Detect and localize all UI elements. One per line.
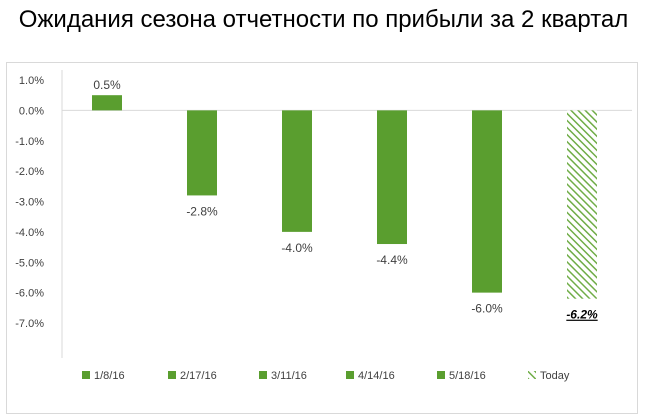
bar-1-8-16 — [92, 95, 122, 111]
legend-label: 2/17/16 — [180, 370, 217, 382]
data-labels: 0.5% -2.8% -4.0% -4.4% -6.0% -6.2% — [93, 78, 598, 322]
y-tick-label: -4.0% — [15, 227, 44, 239]
y-tick-label: -3.0% — [15, 197, 44, 209]
legend-swatch — [528, 371, 536, 379]
legend-label: 4/14/16 — [358, 370, 395, 382]
data-label: -6.2% — [566, 308, 598, 322]
bars — [92, 95, 597, 299]
y-tick-label: -2.0% — [15, 166, 44, 178]
y-tick-label: -1.0% — [15, 136, 44, 148]
bar-3-11-16 — [282, 110, 312, 232]
y-tick-label: -6.0% — [15, 288, 44, 300]
legend-label: 1/8/16 — [94, 370, 125, 382]
data-label: -2.8% — [186, 204, 218, 218]
legend-swatch — [437, 371, 445, 379]
legend-swatch — [168, 371, 176, 379]
legend-swatch — [82, 371, 90, 379]
chart-title: Ожидания сезона отчетности по прибыли за… — [18, 6, 629, 33]
bar-5-18-16 — [472, 110, 502, 293]
legend-label: 5/18/16 — [449, 370, 486, 382]
legend-label: 3/11/16 — [271, 370, 307, 382]
legend-swatch — [259, 371, 267, 379]
legend: 1/8/16 2/17/16 3/11/16 4/14/16 5/18/16 Today — [82, 370, 570, 382]
data-label: 0.5% — [93, 78, 121, 92]
data-label: -4.0% — [281, 241, 313, 255]
bar-4-14-16 — [377, 110, 407, 245]
y-tick-label: -5.0% — [15, 257, 44, 269]
data-label: -6.0% — [471, 302, 503, 316]
data-label: -4.4% — [376, 253, 408, 267]
y-tick-label: 1.0% — [19, 75, 44, 87]
bar-today — [567, 110, 597, 299]
y-tick-label: 0.0% — [19, 105, 44, 117]
bar-2-17-16 — [187, 110, 217, 196]
y-tick-label: -7.0% — [15, 318, 44, 330]
y-axis-ticks: 1.0% 0.0% -1.0% -2.0% -3.0% -4.0% -5.0% -6.0% -7… — [15, 75, 44, 330]
legend-label: Today — [540, 370, 570, 382]
legend-swatch — [346, 371, 354, 379]
plot-area-frame — [6, 62, 638, 414]
